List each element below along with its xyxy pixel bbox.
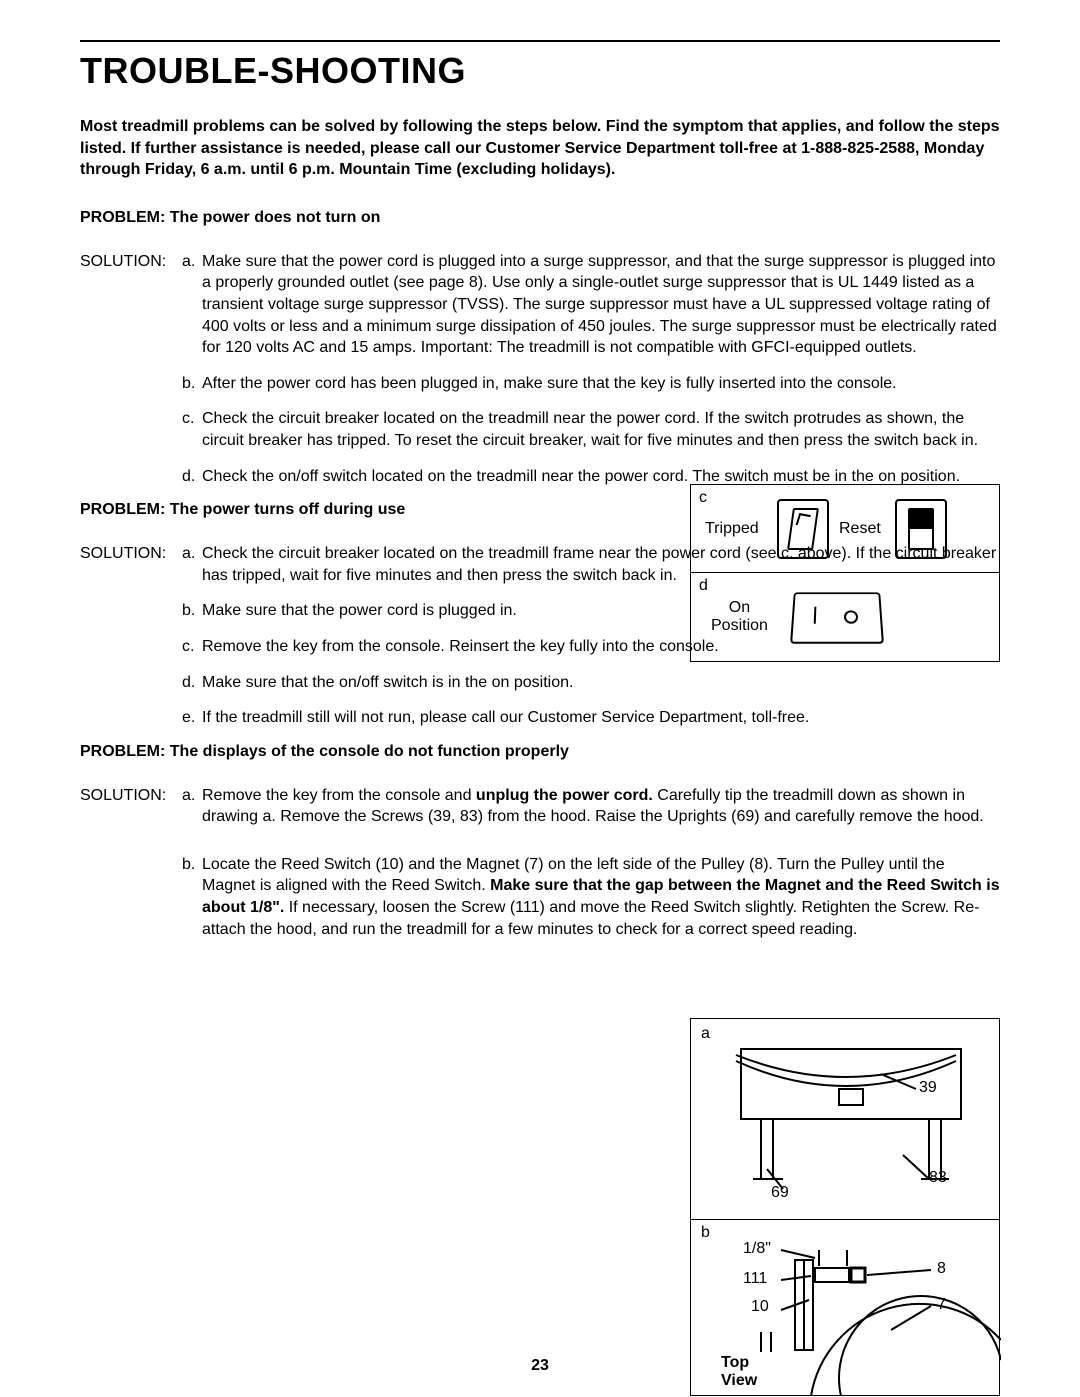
p3-solution-b: b. Locate the Reed Switch (10) and the M…	[182, 854, 1000, 940]
figure-tag: c	[699, 489, 707, 507]
page: TROUBLE-SHOOTING Most treadmill problems…	[0, 0, 1080, 1397]
solution-label: SOLUTION:	[80, 785, 182, 828]
figure-d-row: d On Position	[691, 573, 999, 661]
figure-c-row: c Tripped Reset	[691, 485, 999, 573]
item-letter: a.	[182, 785, 202, 828]
solution-label: SOLUTION:	[80, 251, 182, 359]
callout-10: 10	[751, 1298, 769, 1316]
callout-7: 7	[937, 1296, 946, 1314]
tripped-label: Tripped	[705, 520, 777, 538]
item-letter: c.	[182, 408, 202, 451]
on-position-label: On Position	[711, 599, 768, 635]
text-post: If necessary, loosen the Screw (111) and…	[202, 899, 979, 938]
solution-label: SOLUTION:	[80, 543, 182, 586]
problem-3-head: PROBLEM: The displays of the console do …	[80, 743, 1000, 761]
callout-69: 69	[771, 1184, 789, 1202]
on-label: On	[711, 599, 768, 617]
onoff-switch-icon	[790, 592, 884, 643]
tripped-switch-icon	[777, 499, 829, 559]
text-pre: Remove the key from the console and	[202, 787, 476, 804]
page-title: TROUBLE-SHOOTING	[80, 50, 1000, 92]
item-body: Locate the Reed Switch (10) and the Magn…	[202, 854, 1000, 940]
p1-solution-c: c. Check the circuit breaker located on …	[182, 408, 1000, 451]
reset-label: Reset	[839, 520, 895, 538]
treadmill-diagram-icon	[691, 1019, 1001, 1221]
p2-solution-d: d. Make sure that the on/off switch is i…	[182, 672, 1000, 694]
text-bold: unplug the power cord.	[476, 787, 653, 804]
item-letter: c.	[182, 636, 202, 658]
item-letter: a.	[182, 543, 202, 586]
item-body: Make sure that the power cord is plugged…	[202, 251, 1000, 359]
item-body: After the power cord has been plugged in…	[202, 373, 1000, 395]
callout-111: 111	[743, 1270, 767, 1288]
item-letter: b.	[182, 600, 202, 622]
p1-solution-a: SOLUTION: a. Make sure that the power co…	[80, 251, 1000, 359]
item-letter: d.	[182, 672, 202, 694]
item-letter: e.	[182, 707, 202, 729]
item-body: Make sure that the on/off switch is in t…	[202, 672, 1000, 694]
p1-solution-b: b. After the power cord has been plugged…	[182, 373, 1000, 395]
figure-a: a	[690, 1018, 1000, 1220]
intro-paragraph: Most treadmill problems can be solved by…	[80, 116, 1000, 181]
item-letter: b.	[182, 373, 202, 395]
item-body: Check the circuit breaker located on the…	[202, 408, 1000, 451]
callout-eighth: 1/8"	[743, 1240, 771, 1258]
callout-8: 8	[937, 1260, 946, 1278]
item-letter: b.	[182, 854, 202, 940]
p2-solution-e: e. If the treadmill still will not run, …	[182, 707, 1000, 729]
figure-cd: c Tripped Reset d On Position	[690, 484, 1000, 662]
figure-tag: d	[699, 577, 708, 595]
item-letter: d.	[182, 466, 202, 488]
top-rule	[80, 40, 1000, 42]
callout-39: 39	[919, 1079, 937, 1097]
problem-1-head: PROBLEM: The power does not turn on	[80, 209, 1000, 227]
callout-83: 83	[929, 1169, 947, 1187]
position-label: Position	[711, 617, 768, 635]
page-number: 23	[0, 1357, 1080, 1375]
reset-switch-icon	[895, 499, 947, 559]
item-letter: a.	[182, 251, 202, 359]
item-body: If the treadmill still will not run, ple…	[202, 707, 1000, 729]
item-body: Remove the key from the console and unpl…	[202, 785, 1000, 828]
p3-solution-a: SOLUTION: a. Remove the key from the con…	[80, 785, 1000, 828]
